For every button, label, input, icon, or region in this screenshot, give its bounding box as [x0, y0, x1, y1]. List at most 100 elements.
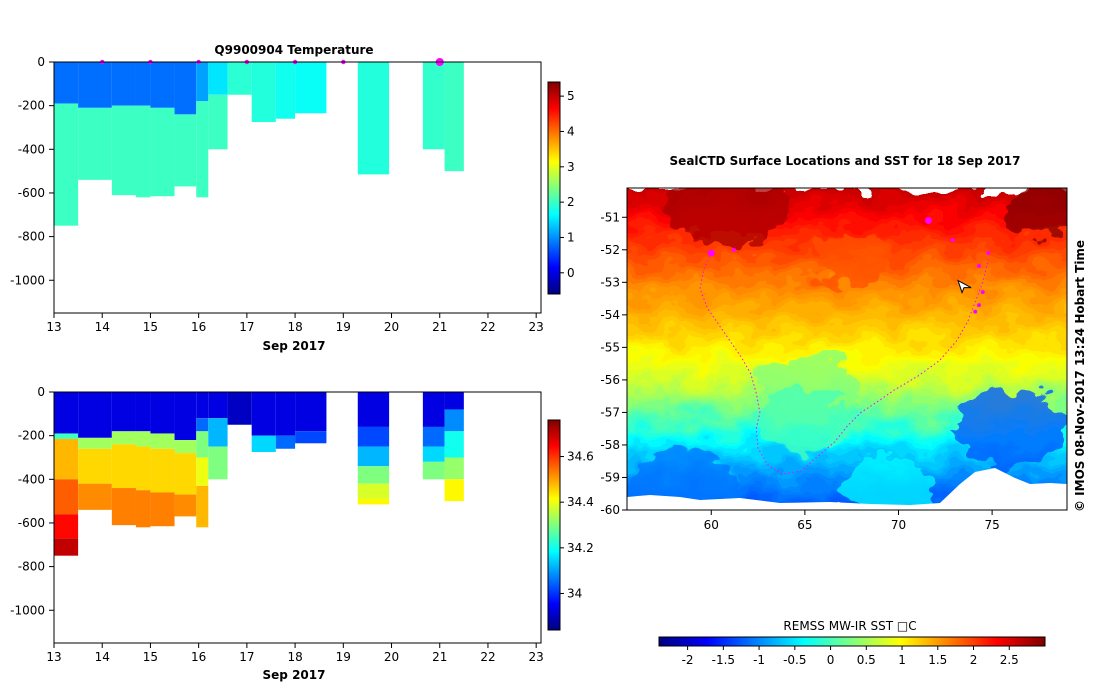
colorbar-tick-label: 4: [567, 124, 575, 138]
profile-cell: [444, 392, 464, 410]
profile-cell: [174, 494, 197, 517]
land-mask: [627, 468, 1067, 510]
sst-band: [627, 331, 1067, 341]
sst-band: [627, 306, 1067, 316]
sst-colorbar-tick-label: 2: [970, 653, 978, 667]
salinity-x-label: Sep 2017: [263, 668, 326, 682]
sst-colorbar-tick-label: -2: [682, 653, 694, 667]
sst-map-panel: SealCTD Surface Locations and SST for 18…: [600, 154, 1087, 667]
sst-colorbar-tick-label: 1: [898, 653, 906, 667]
profile-cell: [111, 488, 136, 526]
current-position-icon: [957, 279, 972, 295]
profile-cell: [111, 444, 136, 489]
profile-cell: [111, 62, 136, 106]
y-tick-label: -200: [18, 429, 45, 443]
sst-patch: [669, 188, 790, 245]
profile-cell: [150, 448, 175, 493]
temperature-colorbar: [547, 81, 561, 295]
profile-cell: [111, 392, 136, 432]
surface-location-point: [973, 309, 978, 314]
map-y-tick-label: -51: [600, 210, 620, 224]
surface-location-point: [980, 290, 985, 295]
sst-patch: [953, 390, 1067, 467]
profile-cell: [422, 446, 445, 462]
map-y-tick-label: -55: [600, 340, 620, 354]
salinity-x-ticks: 13 14 15 16 17 18 19 20 21 22 23: [46, 643, 544, 664]
profile-cell: [251, 435, 276, 453]
sst-patch: [1003, 188, 1067, 238]
sst-band: [627, 347, 1067, 357]
sst-band: [627, 339, 1067, 349]
profile-cell: [251, 392, 276, 436]
sst-colorbar-tick-label: -0.5: [783, 653, 806, 667]
sst-band: [627, 444, 1067, 452]
profile-cell: [422, 62, 445, 150]
profile-cell: [444, 479, 464, 502]
y-tick-label: -200: [18, 99, 45, 113]
y-tick-label: -1000: [10, 603, 45, 617]
x-tick-label: 21: [432, 650, 447, 664]
x-tick-label: 20: [384, 650, 399, 664]
sst-patch: [844, 457, 935, 510]
map-axes-frame: [626, 187, 1068, 511]
profile-cell: [150, 392, 175, 434]
y-tick-label: -800: [18, 230, 45, 244]
profile-cell: [196, 62, 209, 102]
profile-cell: [196, 101, 209, 198]
surface-location-point: [977, 303, 981, 308]
temperature-axes-frame: [53, 61, 542, 314]
profile-cell: [444, 431, 464, 458]
y-tick-label: -400: [18, 142, 45, 156]
sst-band: [627, 499, 1067, 506]
sst-band: [627, 290, 1067, 300]
profile-cell: [275, 392, 296, 436]
colorbar-tick-label: 3: [567, 160, 575, 174]
sst-colorbar-tick-label: 1.5: [928, 653, 947, 667]
sst-band: [627, 203, 1067, 212]
profile-cell: [174, 114, 197, 187]
profile-cell: [208, 418, 228, 447]
sst-patch: [753, 390, 850, 455]
x-tick-label: 22: [480, 650, 495, 664]
profile-cell: [444, 62, 464, 172]
x-tick-label: 22: [480, 320, 495, 334]
sst-band: [627, 455, 1067, 463]
profile-cell: [135, 446, 151, 491]
sst-band: [627, 472, 1067, 479]
temperature-x-label: Sep 2017: [263, 339, 326, 353]
surface-location-point: [707, 249, 715, 257]
sst-band: [627, 282, 1067, 292]
x-tick-label: 16: [191, 650, 206, 664]
profile-cell: [444, 457, 464, 480]
profile-cell: [135, 431, 151, 447]
salinity-colorbar: [547, 419, 561, 631]
x-tick-label: 13: [46, 650, 61, 664]
temperature-title: Q9900904 Temperature: [214, 43, 373, 57]
profile-cell: [174, 62, 197, 115]
surface-location-point: [950, 238, 955, 243]
sst-colorbar-tick-label: 0: [827, 653, 835, 667]
map-y-tick-label: -56: [600, 373, 620, 387]
colorbar-tick-label: 34.4: [567, 495, 594, 509]
x-tick-label: 17: [239, 650, 254, 664]
y-tick-label: 0: [37, 55, 45, 69]
sst-band: [627, 434, 1067, 441]
profile-cell: [135, 62, 151, 106]
x-tick-label: 19: [336, 320, 351, 334]
profile-cell: [251, 62, 276, 123]
profile-cell: [196, 392, 209, 419]
profile-cell: [196, 485, 209, 528]
profile-cell: [422, 461, 445, 480]
surface-location-point: [986, 251, 991, 256]
temperature-colorbar-ticks: 0 1 2 3 4 5: [560, 89, 575, 280]
profile-cell: [135, 490, 151, 528]
colorbar-tick-label: 34.6: [567, 450, 594, 464]
y-tick-label: -400: [18, 472, 45, 486]
map-y-tick-label: -59: [600, 470, 620, 484]
map-y-tick-label: -52: [600, 243, 620, 257]
x-tick-label: 17: [239, 320, 254, 334]
profile-cell: [174, 440, 197, 454]
x-tick-label: 20: [384, 320, 399, 334]
x-tick-label: 23: [529, 320, 544, 334]
x-tick-label: 19: [336, 650, 351, 664]
